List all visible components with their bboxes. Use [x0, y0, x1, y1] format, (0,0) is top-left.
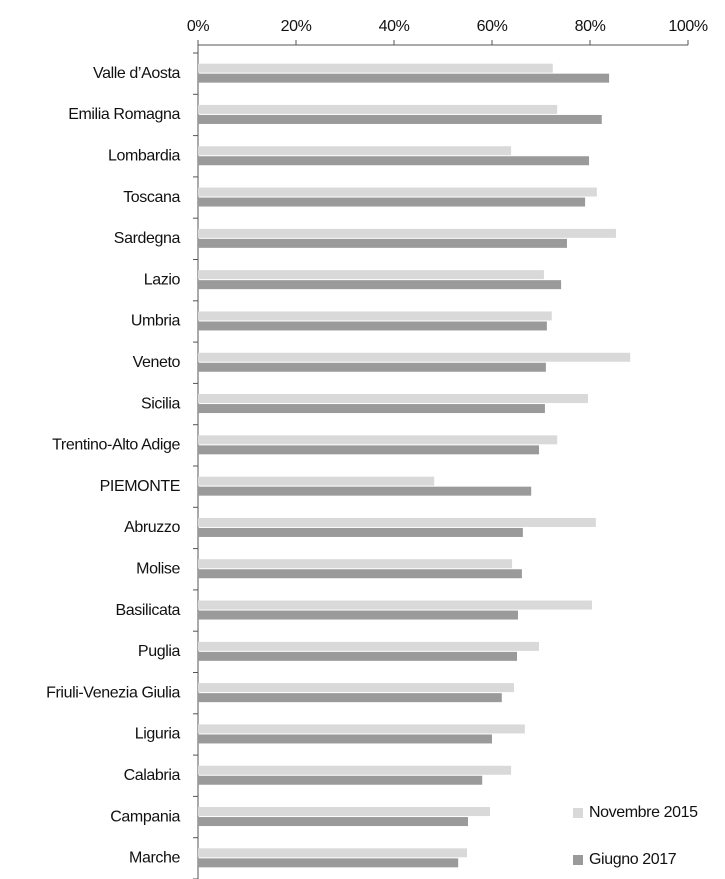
bar [198, 817, 468, 827]
category-label: PIEMONTE [100, 478, 180, 495]
bar [198, 734, 492, 744]
bar [198, 187, 597, 197]
bar [198, 63, 553, 73]
category-label: Lombardia [108, 147, 181, 164]
bar [198, 476, 435, 486]
bar [198, 569, 522, 579]
category-label: Emilia Romagna [68, 106, 180, 123]
bar [198, 527, 523, 537]
category-label: Puglia [138, 643, 181, 660]
x-tick-label: 20% [281, 18, 312, 35]
bar [198, 104, 558, 114]
legend-swatch [573, 808, 583, 818]
x-tick-label: 40% [379, 18, 410, 35]
bar [198, 238, 567, 248]
bar [198, 73, 610, 83]
category-label: Valle d’Aosta [93, 65, 181, 82]
bar [198, 114, 602, 124]
category-label: Friuli-Venezia Giulia [46, 684, 180, 701]
category-label: Calabria [124, 767, 181, 784]
bar [198, 486, 532, 496]
bar [198, 651, 517, 661]
category-label: Umbria [131, 313, 181, 330]
bar [198, 641, 540, 651]
category-label: Marche [129, 850, 180, 867]
bar [198, 228, 616, 238]
bar [198, 146, 512, 156]
category-label: Molise [136, 560, 180, 577]
bar [198, 848, 468, 858]
category-label: Sardegna [114, 230, 181, 247]
bar [198, 270, 544, 280]
bar [198, 600, 592, 610]
bar [198, 321, 547, 331]
category-label: Liguria [135, 726, 181, 743]
bar [198, 693, 502, 703]
x-tick-label: 0% [187, 18, 209, 35]
legend-label: Giugno 2017 [589, 851, 677, 868]
category-label: Abruzzo [124, 519, 180, 536]
bar [198, 517, 596, 527]
bar [198, 394, 589, 404]
bar [198, 352, 631, 362]
bar [198, 404, 545, 414]
legend-swatch [573, 855, 583, 865]
category-label: Lazio [144, 271, 181, 288]
bar [198, 197, 586, 207]
bar [198, 775, 483, 785]
legend-label: Novembre 2015 [589, 804, 698, 821]
x-tick-label: 100% [668, 18, 707, 35]
bar [198, 362, 546, 372]
category-label: Veneto [133, 354, 181, 371]
category-label: Basilicata [116, 602, 181, 619]
bar [198, 311, 552, 321]
bar [198, 765, 512, 775]
bar [198, 445, 540, 455]
bar [198, 559, 513, 569]
category-label: Campania [110, 808, 180, 825]
category-label: Sicilia [141, 395, 180, 412]
bar [198, 280, 562, 290]
bar [198, 807, 491, 817]
bar [198, 156, 590, 166]
category-label: Trentino-Alto Adige [52, 437, 180, 454]
bar [198, 610, 518, 620]
bar [198, 683, 515, 693]
bar [198, 858, 459, 868]
bar [198, 435, 558, 445]
category-label: Toscana [123, 189, 180, 206]
x-tick-label: 80% [575, 18, 606, 35]
x-tick-label: 60% [477, 18, 508, 35]
bar [198, 724, 525, 734]
